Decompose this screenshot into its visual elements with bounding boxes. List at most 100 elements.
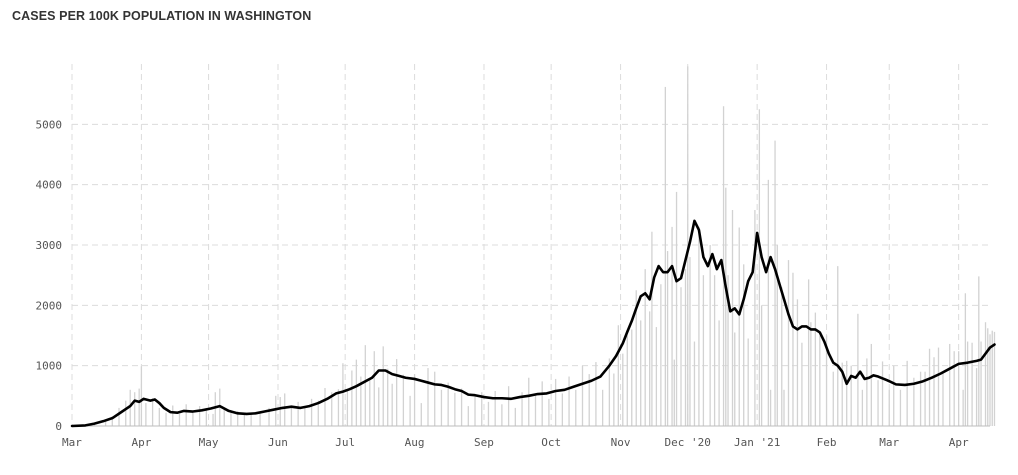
bar-84 xyxy=(595,362,597,426)
bar-85 xyxy=(602,389,604,426)
bar-108 xyxy=(693,341,696,426)
bar-77 xyxy=(548,398,550,426)
bar-5 xyxy=(118,407,120,426)
chart-title: CASES PER 100K POPULATION IN WASHINGTON xyxy=(12,9,312,23)
bar-64 xyxy=(460,388,463,426)
bar-26 xyxy=(237,410,239,426)
x-tick-label-8: Nov xyxy=(611,436,631,449)
y-tick-label-1: 1000 xyxy=(36,360,63,373)
bar-102 xyxy=(673,359,675,426)
bar-124 xyxy=(760,305,763,426)
bar-149 xyxy=(877,380,879,426)
bar-87 xyxy=(613,373,615,426)
bar-174 xyxy=(989,334,991,426)
bar-148 xyxy=(870,343,872,426)
y-tick-label-0: 0 xyxy=(55,420,62,433)
bar-83 xyxy=(588,374,590,426)
bar-38 xyxy=(317,400,319,426)
bar-69 xyxy=(494,391,496,426)
y-tick-label-2: 2000 xyxy=(36,299,63,312)
x-tick-label-0: Mar xyxy=(62,436,82,449)
bar-116 xyxy=(727,275,729,426)
bar-62 xyxy=(447,382,449,426)
y-tick-label-3: 3000 xyxy=(36,239,63,252)
bar-127 xyxy=(774,140,776,426)
bar-58 xyxy=(420,403,422,426)
bar-22 xyxy=(214,392,216,426)
bar-164 xyxy=(958,351,960,426)
bar-56 xyxy=(409,395,411,426)
bar-9 xyxy=(138,388,140,426)
bar-176 xyxy=(993,331,996,426)
bar-57 xyxy=(413,374,416,426)
bar-39 xyxy=(324,387,326,426)
bar-44 xyxy=(351,370,353,426)
bar-137 xyxy=(814,312,817,426)
bar-24 xyxy=(223,407,225,426)
bar-159 xyxy=(933,357,935,426)
bar-47 xyxy=(364,345,366,426)
bar-60 xyxy=(434,371,436,426)
bar-136 xyxy=(810,322,812,426)
bar-52 xyxy=(387,368,389,426)
bar-46 xyxy=(360,376,362,426)
bar-94 xyxy=(644,269,646,426)
bar-35 xyxy=(297,401,299,426)
bar-16 xyxy=(178,413,181,426)
bar-151 xyxy=(888,389,890,426)
bar-161 xyxy=(942,372,944,426)
bar-129 xyxy=(781,287,783,426)
bar-50 xyxy=(378,387,380,426)
bar-89 xyxy=(622,353,624,426)
bar-96 xyxy=(651,231,653,426)
bar-140 xyxy=(832,371,834,426)
bar-67 xyxy=(481,392,483,426)
bar-33 xyxy=(284,393,286,426)
bar-3 xyxy=(104,420,107,426)
x-tick-label-4: Jul xyxy=(335,436,355,449)
x-tick-label-9: Dec '20 xyxy=(665,436,711,449)
bar-144 xyxy=(850,365,852,426)
bar-55 xyxy=(402,374,405,426)
bar-65 xyxy=(467,406,469,426)
bar-154 xyxy=(906,360,908,426)
bar-91 xyxy=(631,329,633,426)
bar-31 xyxy=(275,395,277,426)
bar-103 xyxy=(675,191,678,426)
bar-104 xyxy=(680,287,682,426)
bar-66 xyxy=(474,394,476,426)
bar-74 xyxy=(528,377,530,426)
bar-29 xyxy=(259,413,261,426)
bar-63 xyxy=(454,392,456,426)
bar-42 xyxy=(342,363,344,426)
bar-147 xyxy=(866,358,868,426)
bar-113 xyxy=(718,320,720,426)
bar-98 xyxy=(660,284,662,426)
bar-118 xyxy=(734,332,736,426)
bar-10 xyxy=(140,366,143,426)
x-tick-label-11: Feb xyxy=(817,436,837,449)
bar-21 xyxy=(212,413,214,426)
bar-95 xyxy=(649,311,651,426)
x-tick-label-3: Jun xyxy=(268,436,288,449)
bar-160 xyxy=(937,347,940,426)
bar-167 xyxy=(966,341,969,426)
bar-157 xyxy=(924,371,926,426)
bar-59 xyxy=(427,368,429,426)
bar-156 xyxy=(919,371,922,426)
bar-19 xyxy=(198,406,201,426)
bar-162 xyxy=(949,343,951,426)
bar-99 xyxy=(664,86,666,427)
bar-48 xyxy=(369,378,371,426)
bar-73 xyxy=(521,392,523,426)
bar-80 xyxy=(568,376,570,426)
bar-30 xyxy=(268,407,270,426)
bar-4 xyxy=(111,416,113,426)
y-tick-label-4: 4000 xyxy=(36,179,63,192)
bar-81 xyxy=(575,389,577,426)
bar-120 xyxy=(743,264,745,426)
bar-101 xyxy=(671,226,673,426)
bar-163 xyxy=(953,351,955,426)
bar-13 xyxy=(158,407,160,426)
